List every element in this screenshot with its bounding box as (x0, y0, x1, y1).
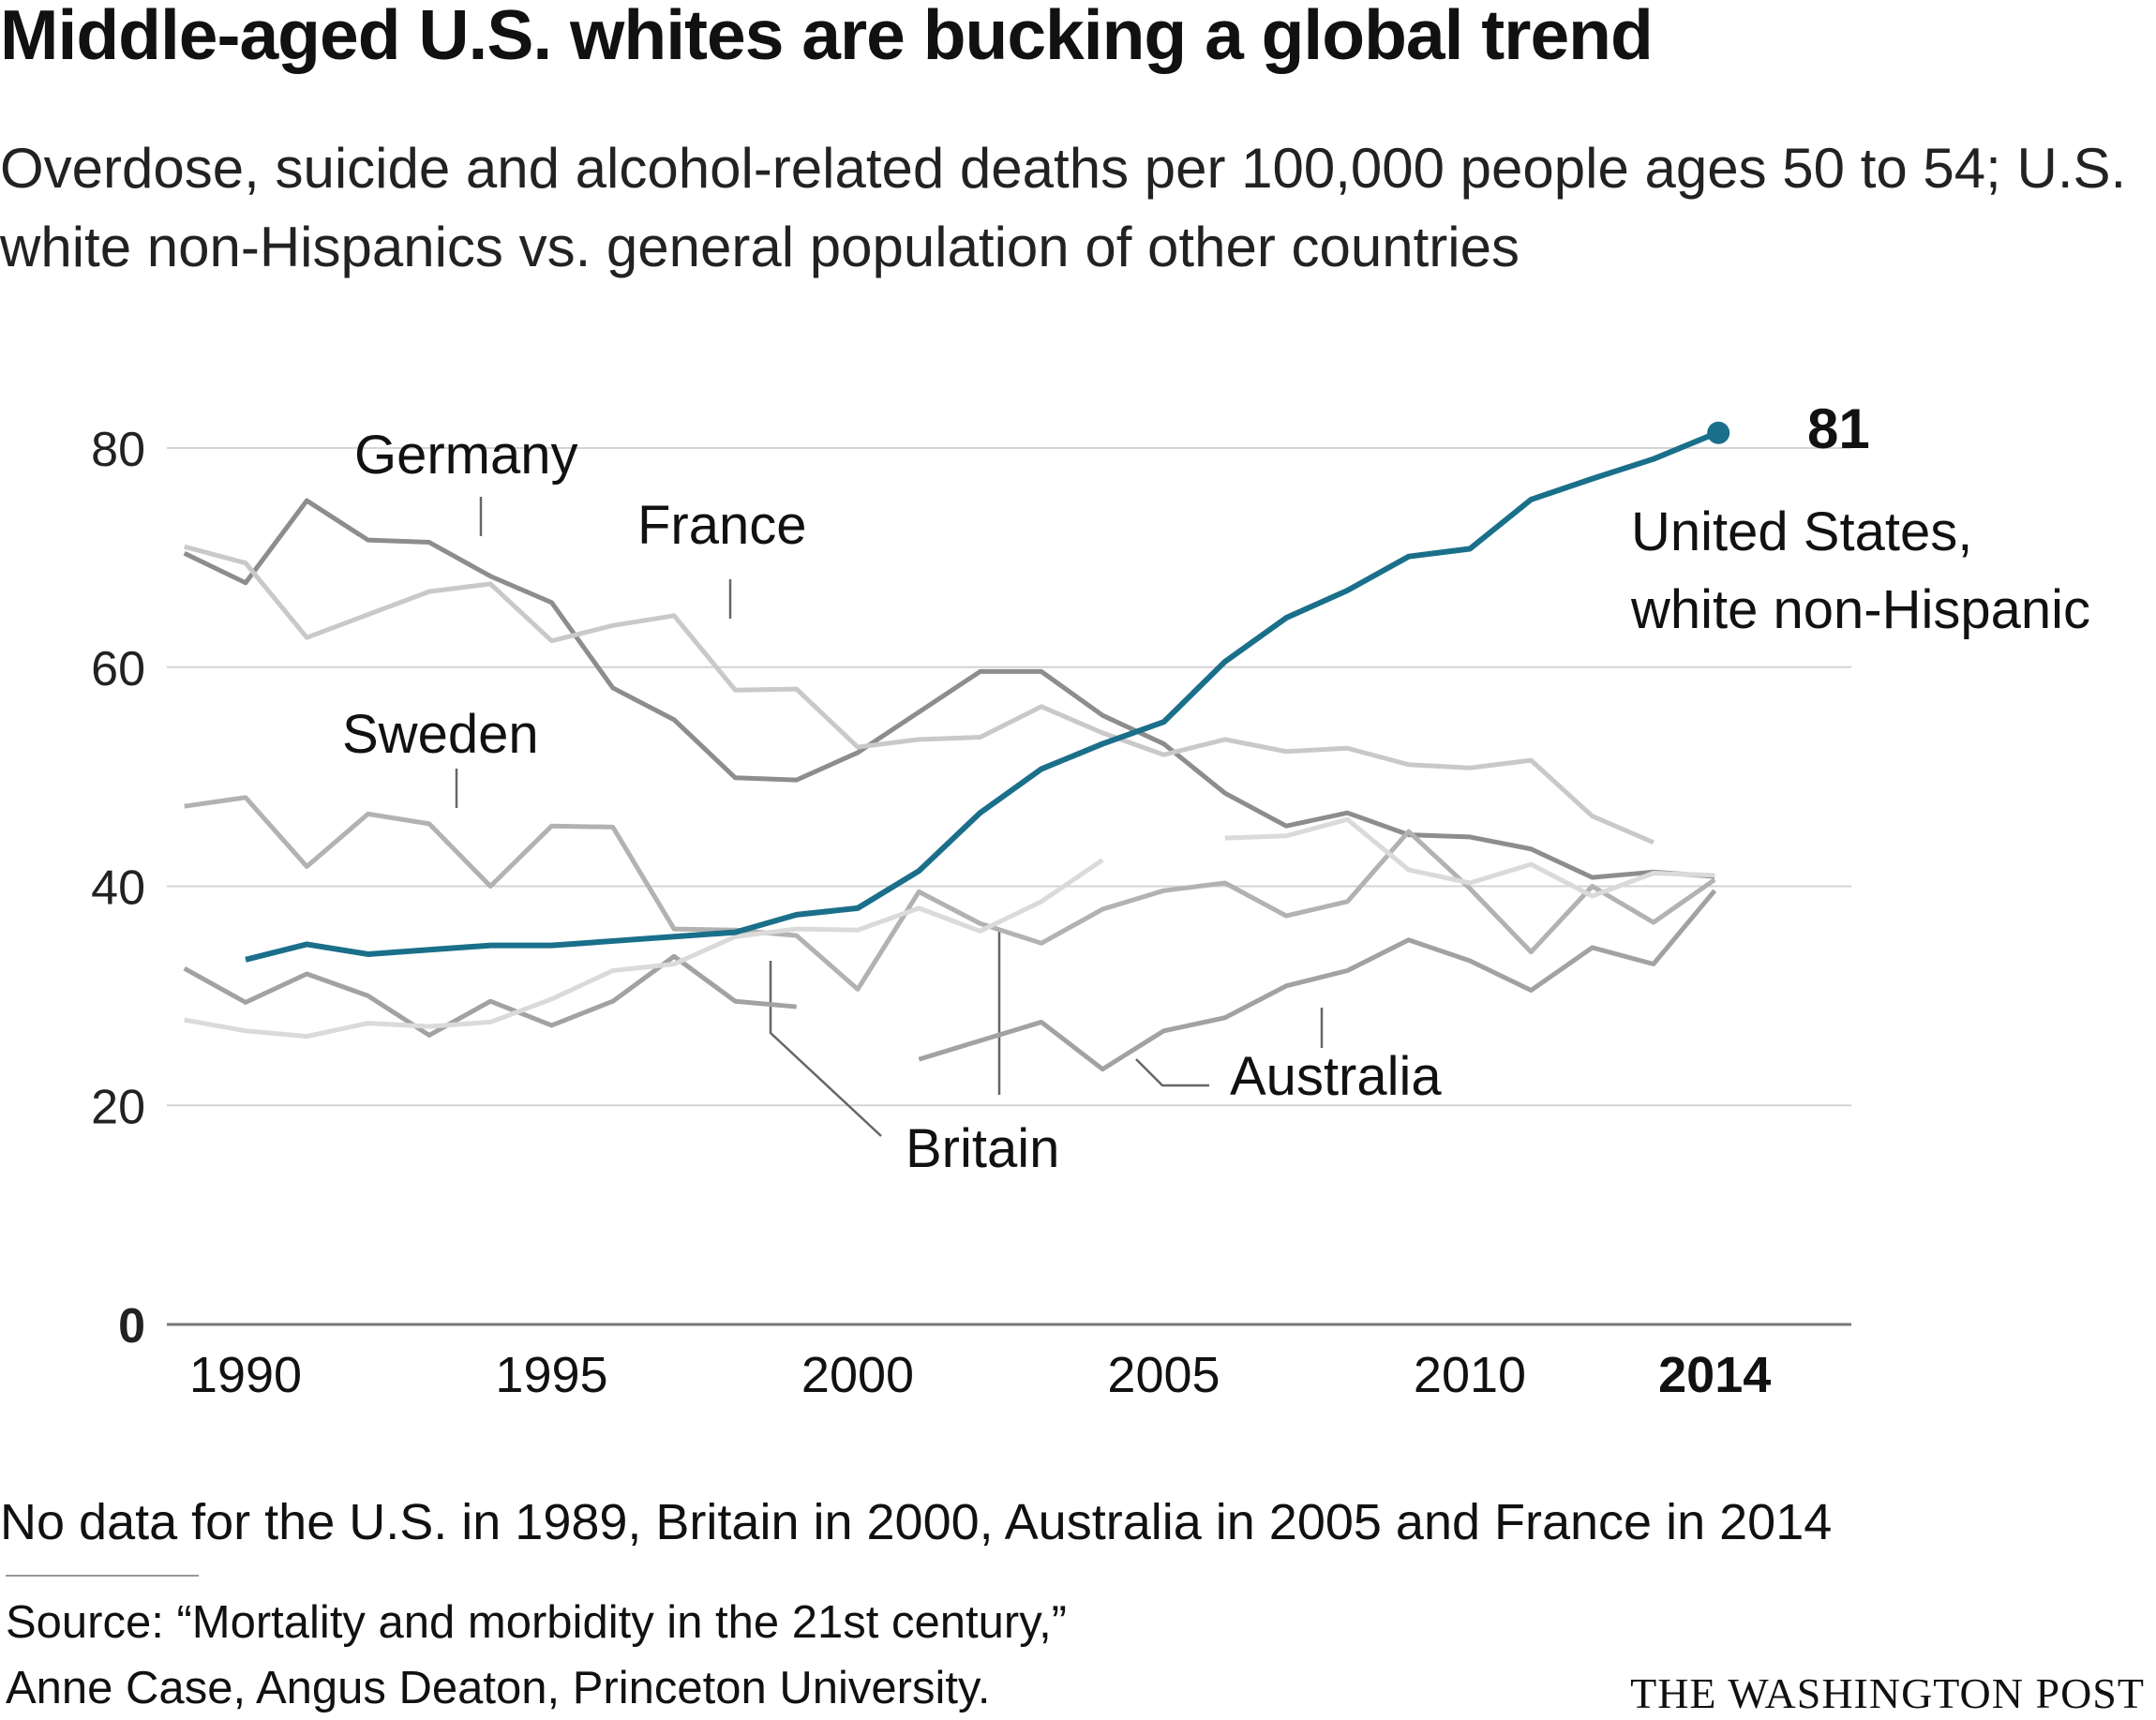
x-tick-label: 2000 (801, 1347, 914, 1403)
grid-lines (167, 447, 1851, 1326)
footer-divider (6, 1575, 199, 1577)
series-lines (183, 421, 1730, 1072)
series-line-united-states-white-non-hispanic (245, 431, 1716, 963)
series-label-united-states-line1: United States, (1631, 501, 1972, 562)
y-tick-label: 0 (118, 1299, 145, 1354)
series-line-sweden (184, 795, 1716, 992)
source-line-2: Anne Case, Angus Deaton, Princeton Unive… (6, 1663, 991, 1713)
series-label-france: France (637, 495, 807, 556)
series-line-britain-part-1 (183, 953, 797, 1038)
australia-leader (1135, 1058, 1209, 1087)
data-note: No data for the U.S. in 1989, Britain in… (0, 1494, 1833, 1550)
publisher-credit: THE WASHINGTON POST (1630, 1669, 2145, 1717)
chart-subtitle: Overdose, suicide and alcohol-related de… (0, 137, 2127, 278)
chart-title: Middle-aged U.S. whites are bucking a gl… (0, 0, 1654, 74)
series-label-sweden: Sweden (342, 704, 539, 765)
line-chart: 0 20 40 60 80 1990 1995 2000 2005 2010 2014 Germa… (91, 397, 2090, 1403)
y-tick-label: 40 (91, 861, 145, 916)
series-label-germany: Germany (354, 425, 578, 486)
x-axis-ticks: 1990 1995 2000 2005 2010 2014 (189, 1347, 1771, 1403)
x-tick-label: 2005 (1107, 1347, 1220, 1403)
series-line-australia-part-1 (184, 858, 1104, 1039)
source-line-1: Source: “Mortality and morbidity in the … (6, 1597, 1068, 1648)
y-tick-label: 60 (91, 642, 145, 696)
series-line-france (184, 544, 1654, 845)
series-label-australia: Australia (1230, 1046, 1442, 1107)
series-line-britain-part-2 (918, 889, 1717, 1072)
series-line-australia-part-2 (1224, 816, 1715, 899)
britain-leader (769, 961, 882, 1137)
series-labels: Germany France Sweden Britain Australia 81 Uni… (342, 397, 2090, 1179)
series-label-britain: Britain (906, 1118, 1059, 1179)
x-tick-label: 1995 (495, 1347, 607, 1403)
x-tick-label: 1990 (189, 1347, 302, 1403)
endpoint-marker (1707, 421, 1730, 444)
y-axis-ticks: 0 20 40 60 80 (91, 423, 145, 1354)
x-tick-label: 2014 (1658, 1347, 1771, 1403)
series-label-united-states-line2: white non-Hispanic (1630, 579, 2090, 640)
label-leader-lines (455, 497, 1324, 1137)
y-tick-label: 80 (91, 423, 145, 477)
endpoint-value-label: 81 (1807, 397, 1870, 460)
y-tick-label: 20 (91, 1080, 145, 1134)
series-line-germany (183, 498, 1715, 880)
x-tick-label: 2010 (1414, 1347, 1526, 1403)
